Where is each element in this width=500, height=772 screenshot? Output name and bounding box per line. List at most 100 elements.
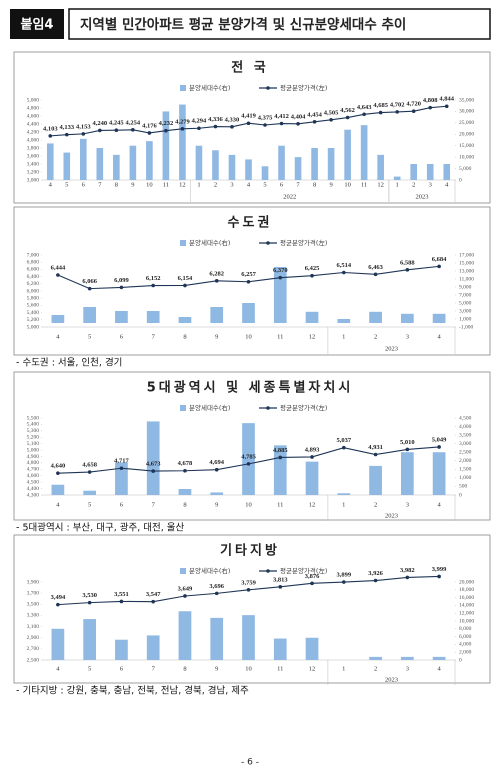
data-label: 3,899: [336, 572, 351, 579]
y2-tick-label: 3,000: [459, 308, 472, 314]
data-label: 4,785: [241, 453, 256, 460]
y-tick-label: 6,000: [27, 288, 40, 294]
line-point: [411, 109, 416, 113]
data-label: 4,404: [291, 113, 306, 120]
data-label: 6,684: [432, 256, 447, 263]
line-point: [119, 466, 124, 471]
x-tick-label: 8: [313, 181, 316, 188]
x-tick-label: 5: [88, 333, 91, 340]
bar: [305, 311, 319, 323]
data-label: 4,505: [324, 109, 339, 116]
line-point: [373, 272, 378, 277]
line-point: [183, 283, 187, 288]
y2-tick-label: 14,000: [459, 603, 474, 609]
line-point: [147, 131, 152, 135]
bar: [369, 656, 382, 660]
line-point: [310, 455, 314, 459]
y2-tick-label: 4,500: [459, 415, 472, 421]
data-label: 6,282: [209, 270, 224, 277]
bar: [273, 267, 287, 323]
data-label: 6,099: [114, 277, 129, 284]
bar: [369, 465, 382, 495]
bar: [212, 150, 219, 180]
bar: [46, 143, 54, 180]
data-label: 3,926: [368, 570, 383, 577]
bar: [178, 317, 192, 323]
data-label: 4,330: [225, 116, 240, 123]
x-tick-label: 7: [152, 665, 156, 672]
data-label: 3,551: [114, 591, 129, 598]
line-point: [437, 445, 441, 449]
data-label: 4,673: [146, 461, 161, 468]
bar: [79, 138, 87, 180]
bar: [432, 452, 446, 495]
y2-tick-label: 17,000: [459, 252, 474, 258]
line-point: [246, 121, 251, 126]
line-point: [278, 585, 283, 589]
bar: [83, 490, 97, 495]
x-tick-label: 1: [342, 333, 345, 340]
x-tick-label: 9: [131, 181, 134, 188]
x-group-label: 2022: [283, 193, 296, 200]
chart-title: 수도권: [228, 216, 273, 231]
data-label: 3,759: [241, 579, 256, 586]
y2-tick-label: 500: [459, 484, 468, 490]
y-tick-label: 4,600: [27, 473, 40, 479]
y-tick-label: 4,900: [27, 454, 40, 460]
data-label: 4,375: [258, 114, 273, 121]
x-tick-label: 6: [120, 333, 124, 340]
x-tick-label: 5: [65, 181, 68, 188]
y2-tick-label: 2,000: [459, 649, 472, 655]
line-point: [151, 599, 155, 604]
data-label: 4,419: [241, 113, 256, 120]
y-tick-label: 3,600: [27, 153, 40, 159]
bar: [210, 307, 224, 323]
x-tick-label: 4: [49, 181, 53, 188]
legend-swatch: [180, 240, 186, 246]
legend-label: 분양세대수(右): [189, 566, 230, 575]
bar: [51, 628, 65, 660]
x-tick-label: 5: [88, 501, 91, 508]
bar: [146, 635, 160, 660]
data-label: 4,240: [93, 120, 108, 127]
y-tick-label: 4,300: [27, 492, 40, 498]
x-tick-label: 8: [183, 665, 186, 672]
y-tick-label: 6,800: [27, 259, 40, 265]
chart-note: - 기타지방 : 강원, 충북, 충남, 전북, 전남, 경북, 경남, 제주: [16, 685, 249, 697]
bar: [242, 303, 255, 323]
y2-tick-label: 20,000: [459, 579, 474, 585]
y2-tick-label: -1,000: [459, 324, 473, 330]
y2-tick-label: 8,000: [459, 626, 472, 632]
y2-tick-label: 15,000: [459, 260, 474, 266]
y-tick-label: 3,400: [27, 161, 40, 167]
line-point: [278, 455, 283, 460]
x-tick-label: 2: [412, 181, 415, 188]
chart-title: 전 국: [231, 60, 268, 76]
data-label: 4,232: [159, 120, 174, 127]
line-point: [214, 279, 219, 283]
legend-label: 평균분양가격(左): [280, 403, 327, 412]
data-label: 4,685: [373, 102, 388, 109]
x-tick-label: 4: [437, 333, 441, 340]
line-point: [151, 469, 155, 473]
bar: [426, 164, 434, 180]
x-group-label: 2023: [385, 676, 398, 683]
x-tick-label: 3: [230, 181, 233, 188]
x-tick-label: 9: [215, 665, 218, 672]
data-label: 4,931: [368, 444, 383, 451]
line-point: [214, 591, 219, 596]
x-tick-label: 8: [183, 501, 186, 508]
data-label: 3,649: [178, 585, 193, 592]
x-tick-label: 11: [163, 181, 169, 188]
bar: [179, 104, 186, 180]
x-tick-label: 9: [215, 333, 218, 340]
data-label: 5,037: [336, 437, 351, 444]
y-tick-label: 5,200: [27, 317, 40, 323]
bar: [162, 111, 170, 180]
line-point: [428, 105, 433, 110]
data-label: 6,257: [241, 271, 256, 278]
line-point: [345, 115, 350, 120]
bar: [210, 492, 224, 495]
bar: [369, 311, 382, 323]
y-tick-label: 5,100: [27, 441, 40, 447]
